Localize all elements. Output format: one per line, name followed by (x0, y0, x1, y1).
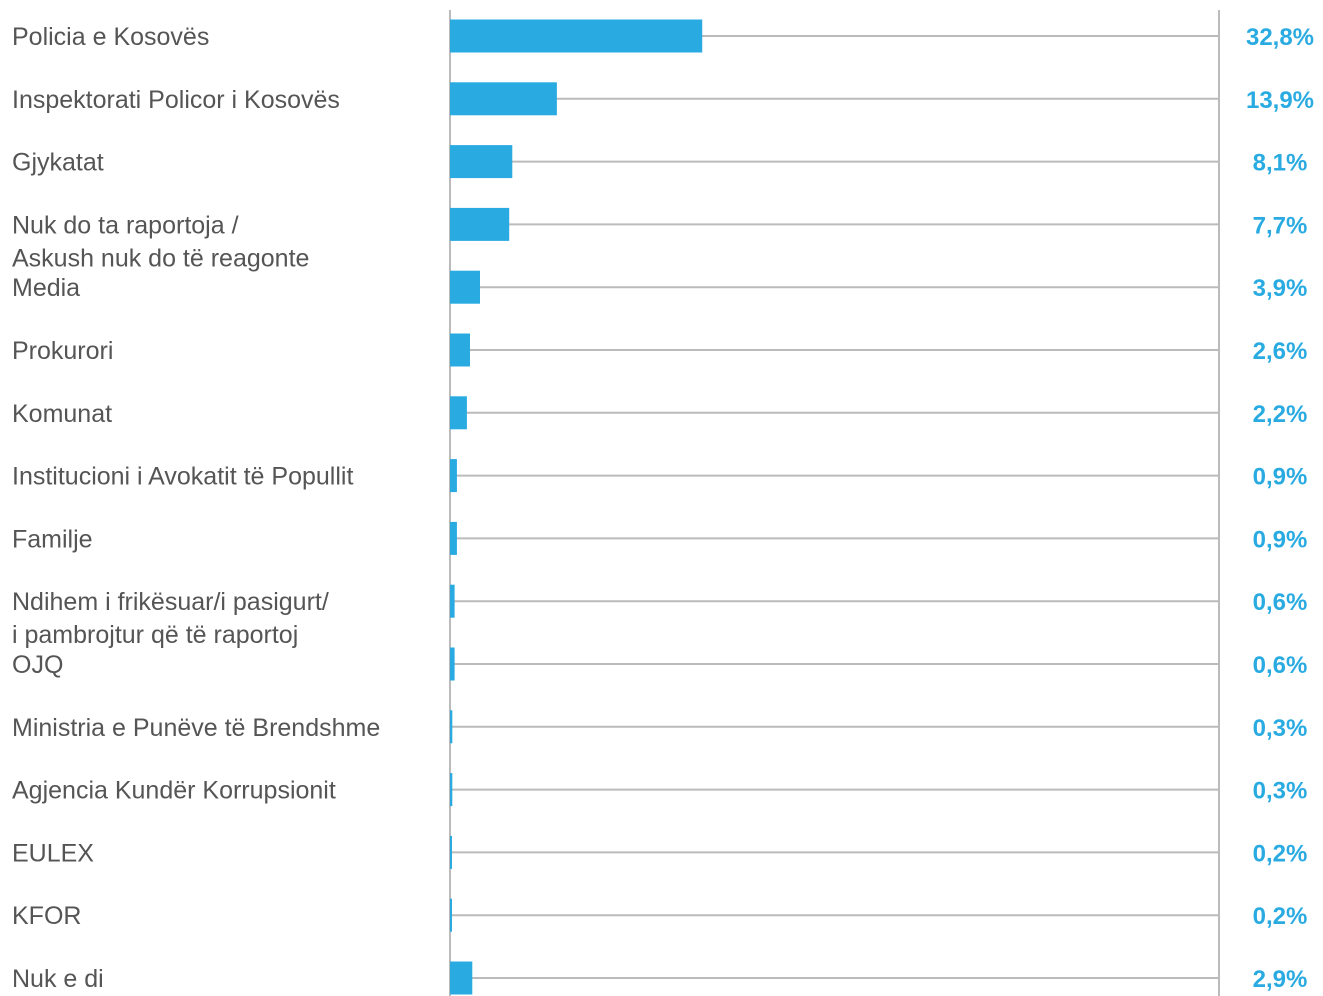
category-label: i pambrojtur që të raportoj (12, 621, 298, 649)
value-label: 0,9% (1253, 526, 1308, 553)
value-label: 0,3% (1253, 715, 1308, 742)
bar (450, 19, 703, 53)
bar (450, 459, 457, 493)
bar (450, 145, 513, 179)
bar (450, 270, 480, 304)
value-label: 0,9% (1253, 464, 1308, 491)
value-label: 13,9% (1246, 87, 1314, 114)
category-label: Familje (12, 525, 93, 553)
bar (450, 521, 457, 555)
bar (450, 396, 467, 430)
bar (450, 961, 473, 995)
value-label: 3,9% (1253, 275, 1308, 302)
bar (450, 333, 470, 367)
bar (450, 82, 557, 116)
category-label: Nuk e di (12, 965, 104, 993)
category-label: Policia e Kosovës (12, 23, 209, 51)
value-label: 0,3% (1253, 778, 1308, 805)
value-label: 32,8% (1246, 24, 1314, 51)
value-label: 7,7% (1253, 212, 1308, 239)
bar (450, 584, 455, 618)
bar (450, 773, 453, 807)
category-label: Inspektorati Policor i Kosovës (12, 86, 340, 114)
bar (450, 207, 510, 241)
bar (450, 647, 455, 681)
category-label: Agjencia Kundër Korrupsionit (12, 777, 336, 805)
category-label: OJQ (12, 651, 63, 679)
value-label: 0,6% (1253, 652, 1308, 679)
chart-rows: Policia e Kosovës 32,8% Inspektorati Polic… (12, 19, 1314, 995)
value-label: 2,2% (1253, 401, 1308, 428)
value-label: 8,1% (1253, 150, 1308, 177)
category-label: Nuk do ta raportoja / (12, 211, 239, 239)
category-label: Askush nuk do të reagonte (12, 244, 309, 272)
value-label: 0,6% (1253, 589, 1308, 616)
bar (450, 835, 452, 869)
category-label: KFOR (12, 902, 81, 930)
value-label: 0,2% (1253, 903, 1308, 930)
bar (450, 710, 453, 744)
category-label: Ministria e Punëve të Brendshme (12, 714, 380, 742)
category-label: EULEX (12, 839, 94, 867)
category-label: Media (12, 274, 80, 302)
category-label: Ndihem i frikësuar/i pasigurt/ (12, 588, 329, 616)
category-label: Institucioni i Avokatit të Popullit (12, 463, 353, 491)
value-label: 2,6% (1253, 338, 1308, 365)
category-label: Prokurori (12, 337, 113, 365)
bar (450, 898, 452, 932)
value-label: 0,2% (1253, 840, 1308, 867)
category-label: Komunat (12, 400, 112, 428)
value-label: 2,9% (1253, 966, 1308, 993)
category-label: Gjykatat (12, 149, 104, 177)
